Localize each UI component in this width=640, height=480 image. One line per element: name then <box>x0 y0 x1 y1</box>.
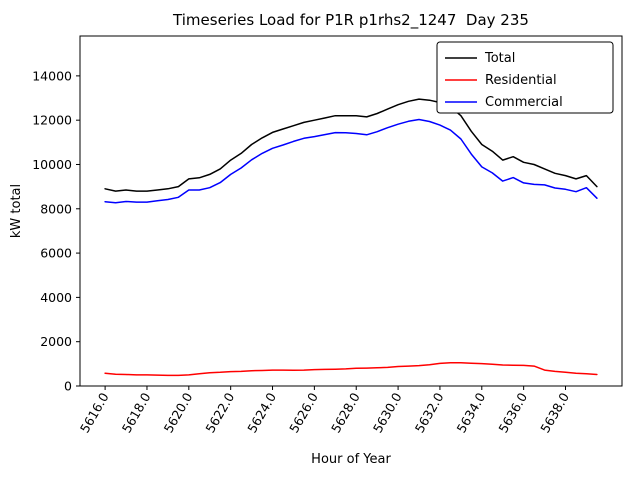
y-axis-label: kW total <box>9 184 24 238</box>
legend-label-commercial: Commercial <box>485 95 563 110</box>
legend: Total Residential Commercial <box>436 41 614 114</box>
x-tick-label: 5616.0 <box>77 390 112 435</box>
x-tick-label: 5626.0 <box>286 390 321 435</box>
legend-item-residential: Residential <box>445 73 557 88</box>
y-tick-label: 6000 <box>40 246 72 261</box>
y-tick-label: 2000 <box>40 334 72 349</box>
x-tick-label: 5630.0 <box>370 390 405 435</box>
x-tick-label: 5634.0 <box>454 390 489 435</box>
x-tick-label: 5618.0 <box>119 390 154 435</box>
y-tick-label: 10000 <box>32 157 72 172</box>
x-tick-label: 5620.0 <box>161 390 196 435</box>
chart-title: Timeseries Load for P1R p1rhs2_1247 Day … <box>172 11 529 30</box>
legend-label-residential: Residential <box>485 73 557 88</box>
series-layer <box>104 98 598 377</box>
y-tick-label: 0 <box>64 379 72 394</box>
series-line-residential <box>104 361 598 377</box>
series-line-total <box>104 98 598 192</box>
x-tick-label: 5632.0 <box>412 390 447 435</box>
x-tick-label: 5628.0 <box>328 390 363 435</box>
x-tick-label: 5638.0 <box>537 390 572 435</box>
legend-label-total: Total <box>484 51 515 66</box>
y-tick-label: 8000 <box>40 201 72 216</box>
y-tick-label: 14000 <box>32 68 72 83</box>
legend-item-total: Total <box>445 51 515 66</box>
x-tick-label: 5636.0 <box>495 390 530 435</box>
x-tick-label: 5622.0 <box>202 390 237 435</box>
y-tick-label: 12000 <box>32 113 72 128</box>
legend-item-commercial: Commercial <box>445 95 563 110</box>
y-tick-label: 4000 <box>40 290 72 305</box>
plot-border <box>79 35 623 387</box>
x-tick-label: 5624.0 <box>244 390 279 435</box>
legend-box <box>436 41 614 114</box>
x-axis-label: Hour of Year <box>311 452 391 467</box>
series-line-commercial <box>104 118 598 204</box>
